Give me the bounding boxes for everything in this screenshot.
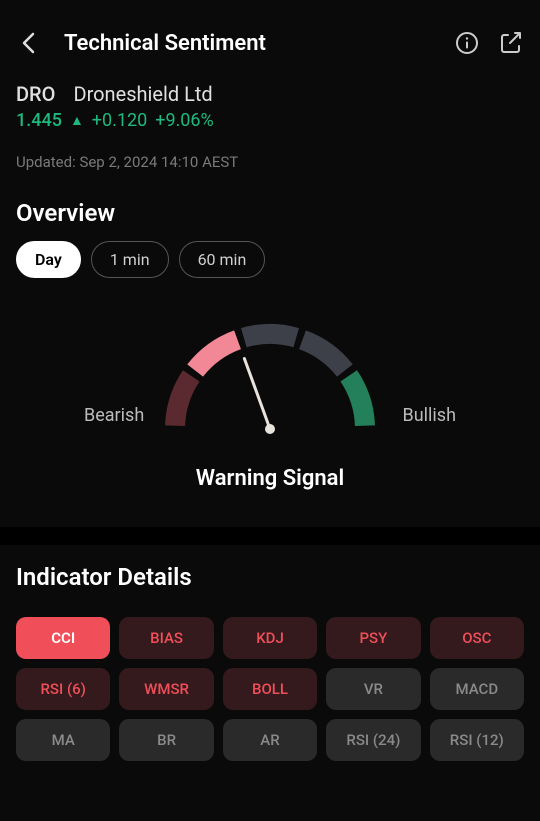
indicator-rsi-12[interactable]: RSI (12) — [430, 719, 524, 761]
stock-company: Droneshield Ltd — [73, 82, 212, 106]
page-title: Technical Sentiment — [64, 31, 436, 56]
indicator-rsi-24[interactable]: RSI (24) — [326, 719, 420, 761]
indicator-vr[interactable]: VR — [326, 668, 420, 710]
indicator-wmsr[interactable]: WMSR — [119, 668, 213, 710]
up-arrow-icon: ▲ — [70, 112, 84, 129]
indicator-macd[interactable]: MACD — [430, 668, 524, 710]
indicator-bias[interactable]: BIAS — [119, 617, 213, 659]
stock-change: +0.120 — [92, 110, 147, 131]
indicator-kdj[interactable]: KDJ — [223, 617, 317, 659]
time-tab-1-min[interactable]: 1 min — [91, 241, 169, 278]
time-tab-day[interactable]: Day — [16, 241, 81, 278]
stock-ticker: DRO — [16, 82, 55, 106]
overview-title: Overview — [0, 181, 540, 241]
signal-text: Warning Signal — [0, 438, 540, 527]
indicator-details-title: Indicator Details — [0, 545, 540, 605]
bearish-label: Bearish — [84, 405, 144, 426]
indicator-osc[interactable]: OSC — [430, 617, 524, 659]
stock-price: 1.445 — [16, 110, 62, 131]
share-icon[interactable] — [498, 30, 524, 56]
indicator-boll[interactable]: BOLL — [223, 668, 317, 710]
updated-timestamp: Updated: Sep 2, 2024 14:10 AEST — [0, 139, 540, 181]
back-icon[interactable] — [16, 31, 40, 55]
indicator-br[interactable]: BR — [119, 719, 213, 761]
time-tab-60-min[interactable]: 60 min — [179, 241, 266, 278]
indicator-ma[interactable]: MA — [16, 719, 110, 761]
info-icon[interactable] — [454, 30, 480, 56]
section-divider — [0, 527, 540, 545]
indicator-rsi-6[interactable]: RSI (6) — [16, 668, 110, 710]
stock-percent: +9.06% — [155, 110, 214, 131]
indicator-ar[interactable]: AR — [223, 719, 317, 761]
indicator-cci[interactable]: CCI — [16, 617, 110, 659]
bullish-label: Bullish — [403, 405, 456, 426]
indicator-psy[interactable]: PSY — [326, 617, 420, 659]
